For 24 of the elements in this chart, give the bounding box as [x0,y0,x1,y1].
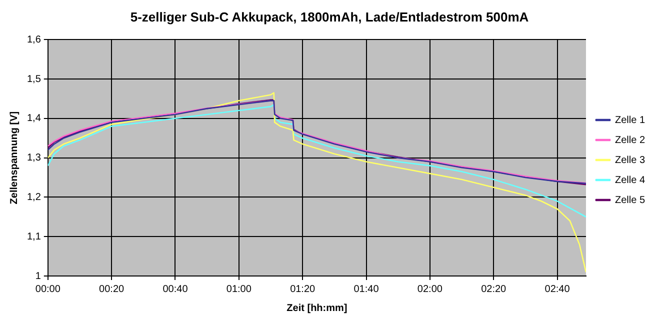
legend-label: Zelle 1 [614,114,646,126]
x-tick-label: 02:40 [544,284,570,295]
y-tick-label: 1,6 [26,34,42,46]
x-axis-title: Zeit [hh:mm] [286,302,348,314]
x-tick-label: 02:00 [417,284,443,295]
legend-label: Zelle 3 [614,154,646,166]
chart-title: 5-zelliger Sub-C Akkupack, 1800mAh, Lade/Entladestrom 500mA [130,9,530,24]
y-tick-label: 1 [35,270,42,282]
y-tick-label: 1,4 [26,113,42,124]
x-tick-label: 01:00 [226,284,252,295]
y-tick-label: 1,5 [26,74,42,85]
y-axis-title: Zellenspannung [V] [8,111,20,204]
y-tick-label: 1,1 [26,231,42,242]
legend-label: Zelle 4 [614,174,646,186]
x-tick-label: 00:40 [162,284,188,295]
x-tick-label: 00:20 [99,284,125,295]
y-tick-label: 1,2 [26,192,42,203]
x-tick-label: 01:40 [354,284,380,295]
legend-label: Zelle 5 [614,194,646,206]
x-tick-label: 02:20 [481,284,507,295]
x-tick-label: 00:00 [35,284,61,295]
y-tick-label: 1,3 [26,152,42,164]
x-tick-label: 01:20 [290,284,316,295]
legend-label: Zelle 2 [614,134,646,146]
